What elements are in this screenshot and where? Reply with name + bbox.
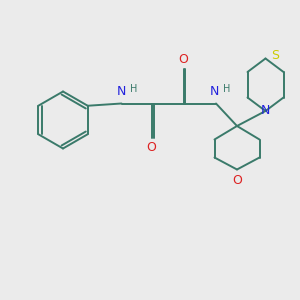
Text: O: O bbox=[147, 141, 156, 154]
Text: S: S bbox=[271, 49, 279, 62]
Text: O: O bbox=[232, 174, 242, 187]
Text: N: N bbox=[210, 85, 219, 98]
Text: H: H bbox=[130, 84, 137, 94]
Text: N: N bbox=[117, 85, 126, 98]
Text: N: N bbox=[261, 104, 270, 118]
Text: O: O bbox=[178, 53, 188, 66]
Text: H: H bbox=[223, 84, 230, 94]
